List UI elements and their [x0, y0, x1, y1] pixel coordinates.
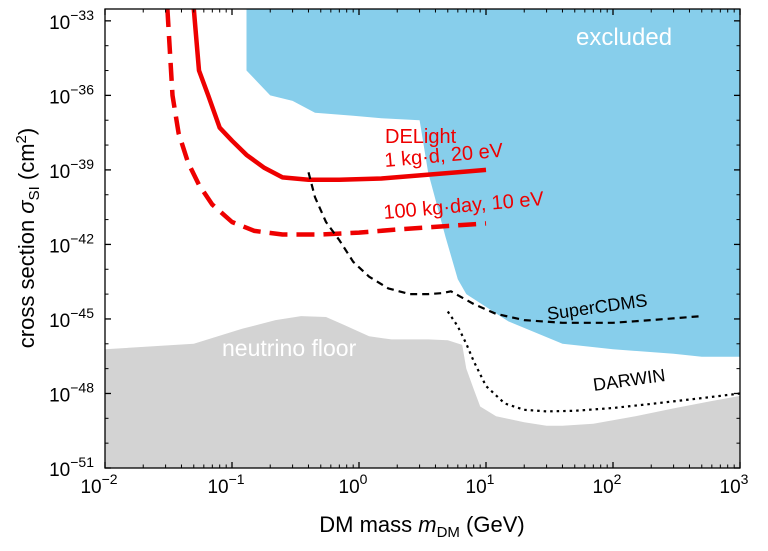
y-tick-label: 10−39: [49, 156, 94, 183]
neutrino-floor-region: [105, 316, 740, 468]
y-tick-label: 10−45: [49, 305, 94, 332]
delight-1-kg-d-20-ev-curve: [191, 9, 487, 183]
excluded-label: excluded: [576, 24, 672, 51]
plot-frame: [104, 8, 741, 469]
neutrino-floor-label: neutrino floor: [222, 335, 357, 361]
y-tick-label: 10−36: [49, 81, 94, 108]
x-axis-label: DM mass mDM (GeV): [319, 512, 524, 541]
y-tick-label: 10−51: [49, 454, 94, 481]
y-tick-label: 10−33: [49, 7, 94, 34]
x-tick-label: 102: [593, 471, 622, 498]
darwin-label: DARWIN: [592, 365, 667, 395]
x-tick-label: 10−1: [207, 471, 244, 498]
excluded-region: [246, 9, 740, 357]
x-tick-label: 101: [466, 471, 495, 498]
x-tick-label: 103: [720, 471, 749, 498]
y-axis-label: cross section σSI (cm2): [13, 128, 43, 348]
100-kg-day-10-ev-curve: [165, 9, 487, 237]
supercdms-curve: [307, 172, 702, 324]
x-tick-label: 10−2: [80, 471, 117, 498]
y-tick-label: 10−42: [49, 230, 94, 257]
delight-title-label: DELight: [385, 126, 457, 148]
y-tick-label: 10−48: [49, 379, 94, 406]
x-tick-label: 100: [339, 471, 368, 498]
